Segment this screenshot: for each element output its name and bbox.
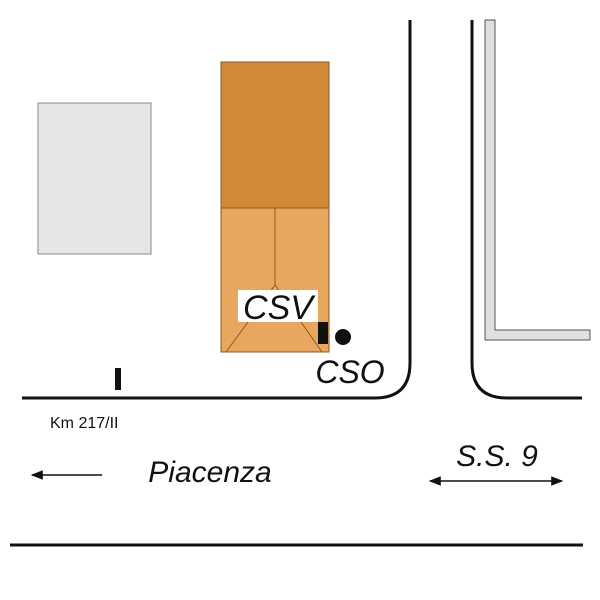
cso-marker	[335, 329, 351, 345]
direction-label: Piacenza	[148, 456, 271, 489]
km-label: Km 217/II	[50, 415, 118, 432]
cso-label: CSO	[315, 354, 384, 390]
km-marker	[115, 368, 121, 390]
building-gray	[37, 102, 152, 255]
building-dark	[220, 61, 330, 209]
label-bg	[238, 290, 318, 322]
road-edge-left	[22, 20, 412, 400]
csv-label: CSV	[243, 289, 316, 327]
road-label: S.S. 9	[456, 440, 538, 473]
road-edge-right	[470, 20, 582, 400]
sidewalk	[484, 19, 591, 341]
csv-marker	[318, 322, 328, 344]
